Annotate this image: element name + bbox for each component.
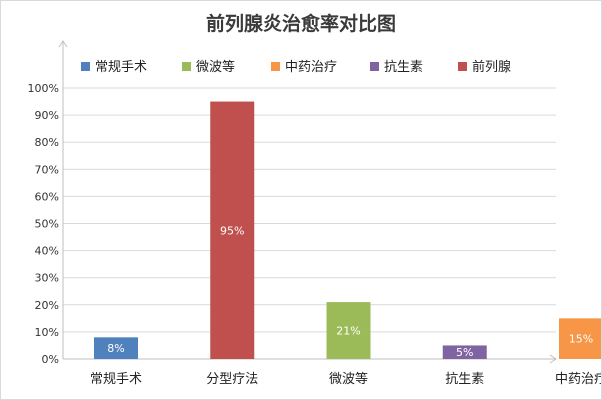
bar — [210, 101, 255, 360]
y-axis-arrow — [58, 40, 68, 48]
x-category-label: 常规手术 — [90, 372, 142, 387]
y-tick-label: 100% — [28, 82, 59, 95]
bar — [442, 345, 487, 359]
bar-value-label: 21% — [336, 325, 360, 338]
bar-value-label: 15% — [569, 333, 593, 346]
legend-label: 常规手术 — [95, 60, 147, 75]
legend-label: 前列腺 — [472, 59, 511, 75]
y-tick-label: 50% — [35, 218, 59, 231]
y-tick-label: 30% — [35, 272, 59, 285]
axes — [58, 40, 557, 364]
y-tick-label: 40% — [35, 245, 59, 258]
legend-swatch — [458, 62, 467, 71]
x-axis-arrow — [549, 354, 557, 364]
y-tick-label: 90% — [35, 109, 59, 122]
y-tick-label: 20% — [35, 299, 59, 312]
legend-swatch — [182, 62, 191, 71]
y-axis-ticks: 0% 10% 20% 30% 40% 50% 60% 70% 80% 90% 100% — [28, 82, 59, 366]
legend-label: 抗生素 — [384, 60, 423, 75]
x-category-label: 抗生素 — [445, 372, 484, 387]
y-tick-label: 60% — [35, 190, 59, 203]
legend: 常规手术 微波等 中药治疗 抗生素 前列腺 — [81, 59, 511, 75]
bar — [559, 318, 601, 359]
bars: 8% 95% 21% 5% 15% — [94, 101, 601, 360]
x-axis-categories: 常规手术 分型疗法 微波等 抗生素 中药治疗 — [90, 371, 601, 387]
bar — [94, 337, 138, 359]
legend-label: 中药治疗 — [285, 60, 337, 75]
y-tick-label: 70% — [35, 163, 59, 176]
legend-swatch — [271, 62, 280, 71]
x-category-label: 分型疗法 — [206, 372, 258, 387]
y-tick-label: 80% — [35, 136, 59, 149]
bar-value-label: 95% — [220, 224, 244, 237]
x-category-label: 微波等 — [329, 371, 368, 387]
bar-value-label: 5% — [456, 346, 473, 359]
x-category-label: 中药治疗 — [555, 372, 601, 387]
bar — [326, 302, 371, 359]
legend-swatch — [81, 62, 90, 71]
legend-swatch — [370, 62, 379, 71]
y-tick-label: 0% — [42, 353, 59, 366]
bar-value-label: 8% — [107, 342, 124, 355]
y-tick-label: 10% — [35, 326, 59, 339]
grid-lines — [63, 87, 556, 333]
legend-label: 微波等 — [196, 59, 235, 75]
chart-title: 前列腺炎治愈率对比图 — [206, 12, 396, 35]
